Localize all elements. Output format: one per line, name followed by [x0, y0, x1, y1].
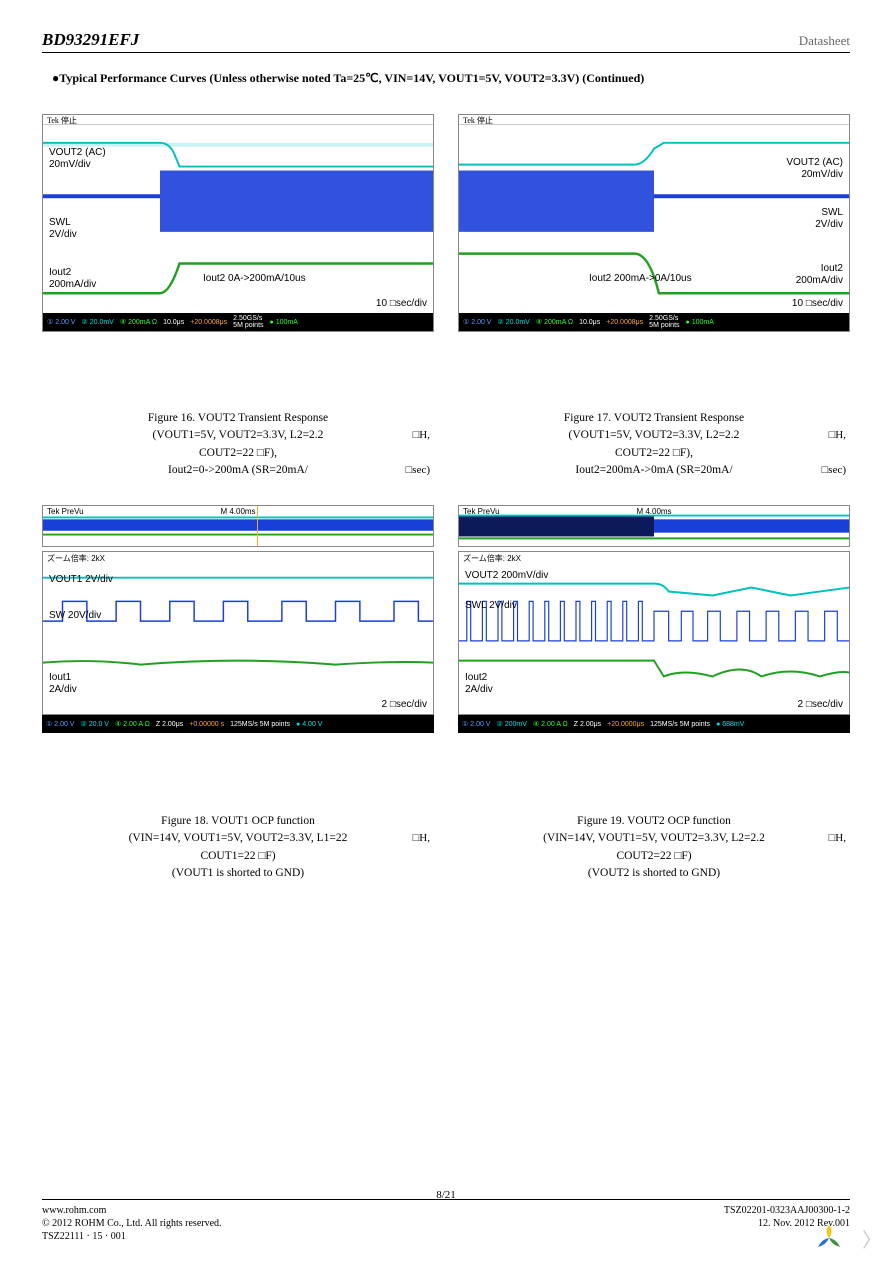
waveform-fig17	[459, 125, 849, 313]
logo-icon[interactable]	[808, 1217, 850, 1259]
trace-label-vout1: VOUT1 2V/div	[49, 574, 113, 586]
page-header: BD93291EFJ Datasheet	[42, 30, 850, 53]
doc-type: Datasheet	[799, 33, 850, 49]
page-footer: www.rohm.com © 2012 ROHM Co., Ltd. All r…	[42, 1199, 850, 1243]
trace-label-swl: SWL 2V/div	[465, 600, 517, 612]
overlay-step: Iout2 0A->200mA/10us	[203, 273, 306, 284]
time-div: 2 □sec/div	[381, 699, 427, 710]
trace-label-vout2: VOUT2 (AC) 20mV/div	[49, 147, 106, 171]
time-div: 2 □sec/div	[797, 699, 843, 710]
scope-bottom-bar: ① 2.00 V ② 200mV ④ 2.00 A Ω Z 2.00μs +20…	[458, 715, 850, 733]
caption-fig16: Figure 16. VOUT2 Transient Response (VOU…	[42, 410, 434, 479]
time-div: 10 □sec/div	[792, 298, 843, 309]
footer-url: www.rohm.com	[42, 1204, 222, 1217]
scope-bottom-bar: ① 2.00 V ② 20.0mV ④ 200mA Ω 10.0μs +20.0…	[43, 313, 433, 331]
section-title: ●Typical Performance Curves (Unless othe…	[42, 71, 850, 86]
footer-code-left: TSZ22111 · 15 · 001	[42, 1230, 222, 1243]
scope-fig19: Tek PreVu M 4.00ms ズーム倍率: 2kX	[458, 505, 850, 735]
trace-label-iout2: Iout2 200mA/div	[796, 263, 843, 287]
overlay-step: Iout2 200mA->0A/10us	[589, 273, 692, 284]
scope-top-label: Tek 停止	[459, 115, 849, 125]
trace-label-iout2: Iout2 200mA/div	[49, 267, 96, 291]
footer-copyright: © 2012 ROHM Co., Ltd. All rights reserve…	[42, 1217, 222, 1230]
scope-fig17: Tek 停止 VOUT2 (AC) 20mV/div SWL 2V/div Io…	[458, 114, 850, 332]
scope-bottom-bar: ① 2.00 V ② 20.0 V ④ 2.00 A Ω Z 2.00μs +0…	[42, 715, 434, 733]
caption-fig19: Figure 19. VOUT2 OCP function (VIN=14V, …	[458, 813, 850, 882]
corner-nav: 〉	[808, 1217, 888, 1259]
trace-label-iout2: Iout2 2A/div	[465, 672, 493, 696]
trace-label-vout2: VOUT2 (AC) 20mV/div	[786, 157, 843, 181]
chevron-right-icon[interactable]: 〉	[856, 1217, 888, 1259]
part-number: BD93291EFJ	[42, 30, 139, 50]
time-div: 10 □sec/div	[376, 298, 427, 309]
trace-label-swl: SWL 2V/div	[49, 217, 77, 241]
trace-label-sw: SW 20V/div	[49, 610, 101, 622]
trace-label-swl: SWL 2V/div	[815, 207, 843, 231]
figure-row-2: Tek PreVu M 4.00ms ズーム倍率: 2kX	[42, 505, 850, 882]
trace-label-vout2: VOUT2 200mV/div	[465, 570, 548, 582]
figure-row-1: Tek 停止 VOUT2 (AC) 20mV/div SWL 2V/div	[42, 114, 850, 479]
footer-code-right: TSZ02201-0323AAJ00300-1-2	[724, 1204, 850, 1217]
scope-fig16: Tek 停止 VOUT2 (AC) 20mV/div SWL 2V/div	[42, 114, 434, 332]
scope-fig18: Tek PreVu M 4.00ms ズーム倍率: 2kX	[42, 505, 434, 735]
caption-fig17: Figure 17. VOUT2 Transient Response (VOU…	[458, 410, 850, 479]
scope-top-label: Tek 停止	[43, 115, 433, 125]
scope-bottom-bar: ① 2.00 V ② 20.0mV ④ 200mA Ω 10.0μs +20.0…	[459, 313, 849, 331]
trace-label-iout1: Iout1 2A/div	[49, 672, 77, 696]
caption-fig18: Figure 18. VOUT1 OCP function (VIN=14V, …	[42, 813, 434, 882]
